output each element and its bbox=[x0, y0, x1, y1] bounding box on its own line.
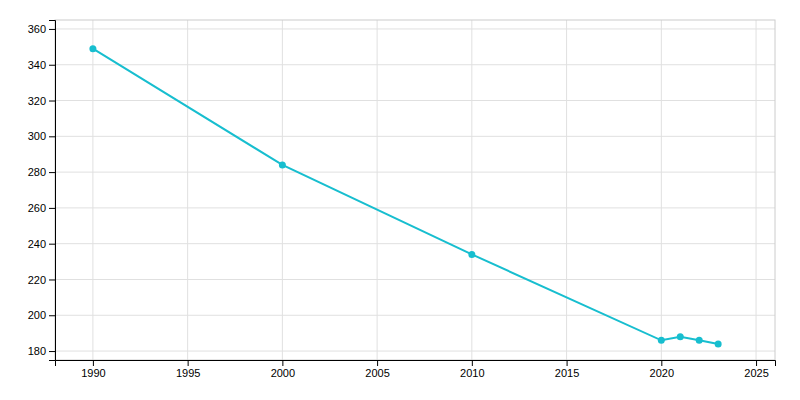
y-axis-tick: 240 bbox=[28, 238, 55, 250]
y-axis-tick: 280 bbox=[28, 166, 55, 178]
x-axis-tick: 2015 bbox=[555, 360, 579, 379]
grid-line-y bbox=[55, 243, 775, 244]
series bbox=[89, 45, 721, 347]
point bbox=[658, 337, 665, 344]
plot-frame bbox=[55, 20, 775, 360]
x-axis-tick: 1995 bbox=[176, 360, 200, 379]
grid-line-x bbox=[187, 20, 188, 360]
grid-line-y bbox=[55, 315, 775, 316]
y-axis-tick-mark bbox=[49, 29, 55, 30]
y-axis-tick-label: 200 bbox=[28, 309, 46, 321]
y-axis-tick-label: 300 bbox=[28, 130, 46, 142]
y-axis-tick-label: 360 bbox=[28, 23, 46, 35]
grid-line-y bbox=[55, 100, 775, 101]
y-axis-tick-label: 220 bbox=[28, 273, 46, 285]
y-axis-tick-mark bbox=[49, 101, 55, 102]
x-axis-tick-mark bbox=[472, 360, 473, 366]
x-axis-tick: 1990 bbox=[81, 360, 105, 379]
grid-line-x bbox=[566, 20, 567, 360]
grid-line-x bbox=[282, 20, 283, 360]
x-axis: 1990 1995 2000 2005 2010 2015 2020 2025 bbox=[56, 360, 776, 379]
y-axis-tick: 300 bbox=[28, 130, 55, 142]
grid bbox=[55, 20, 775, 360]
y-axis-tick-mark bbox=[49, 279, 55, 280]
plot: 1990 1995 2000 2005 2010 2015 2020 2025 180 200 22… bbox=[28, 20, 776, 379]
point bbox=[279, 161, 286, 168]
y-axis-tick-label: 260 bbox=[28, 202, 46, 214]
y-axis-tick: 260 bbox=[28, 202, 55, 214]
grid-line-y bbox=[55, 172, 775, 173]
x-axis-tick-mark bbox=[188, 360, 189, 366]
grid-line-y bbox=[55, 136, 775, 137]
y-axis-tick: 320 bbox=[28, 95, 55, 107]
y-axis-tick-mark bbox=[49, 136, 55, 137]
x-axis-tick-label: 1990 bbox=[81, 367, 105, 379]
x-axis-tick: 2020 bbox=[650, 360, 674, 379]
point bbox=[468, 251, 475, 258]
x-axis-tick-label: 2010 bbox=[460, 367, 484, 379]
x-axis-tick: 2010 bbox=[460, 360, 484, 379]
y-axis-tick: 200 bbox=[28, 309, 55, 321]
x-axis-tick-label: 2025 bbox=[744, 367, 768, 379]
y-axis-tick: 220 bbox=[28, 273, 55, 285]
y-axis-line bbox=[49, 21, 56, 361]
point bbox=[696, 337, 703, 344]
y-axis-tick-label: 280 bbox=[28, 166, 46, 178]
y-axis-tick-mark bbox=[49, 172, 55, 173]
chart-container: 1990 1995 2000 2005 2010 2015 2020 2025 180 200 22… bbox=[0, 0, 800, 400]
x-axis-tick: 2005 bbox=[365, 360, 389, 379]
y-axis-tick-mark bbox=[49, 208, 55, 209]
x-axis-tick-mark bbox=[567, 360, 568, 366]
y-axis-tick: 340 bbox=[28, 59, 55, 71]
x-axis-tick-mark bbox=[377, 360, 378, 366]
x-axis-tick-label: 1995 bbox=[176, 367, 200, 379]
grid-line-x bbox=[661, 20, 662, 360]
grid-line-y bbox=[55, 28, 775, 29]
x-axis-tick-mark bbox=[756, 360, 757, 366]
grid-line-y bbox=[55, 351, 775, 352]
y-axis-tick: 360 bbox=[28, 23, 55, 35]
x-axis-tick-label: 2015 bbox=[555, 367, 579, 379]
y-axis-tick-mark bbox=[49, 351, 55, 352]
grid-line-x bbox=[471, 20, 472, 360]
x-axis-tick-label: 2000 bbox=[271, 367, 295, 379]
point bbox=[715, 340, 722, 347]
grid-line-y bbox=[55, 207, 775, 208]
y-axis: 180 200 220 240 260 280 300 320 340 360 bbox=[28, 21, 56, 361]
x-axis-tick-mark bbox=[93, 360, 94, 366]
y-axis-tick-label: 320 bbox=[28, 95, 46, 107]
line bbox=[93, 49, 718, 344]
point bbox=[677, 333, 684, 340]
x-axis-tick-label: 2020 bbox=[650, 367, 674, 379]
y-axis-tick: 180 bbox=[28, 345, 55, 357]
x-axis-tick-mark bbox=[282, 360, 283, 366]
grid-line-y bbox=[55, 64, 775, 65]
y-axis-tick-label: 240 bbox=[28, 238, 46, 250]
grid-line-y bbox=[55, 279, 775, 280]
point bbox=[89, 45, 96, 52]
y-axis-tick-label: 340 bbox=[28, 59, 46, 71]
chart-svg: 1990 1995 2000 2005 2010 2015 2020 2025 180 200 22… bbox=[0, 0, 800, 400]
grid-line-x bbox=[377, 20, 378, 360]
grid-line-x bbox=[92, 20, 93, 360]
x-axis-tick-mark bbox=[661, 360, 662, 366]
y-axis-tick-mark bbox=[49, 315, 55, 316]
x-axis-tick-label: 2005 bbox=[365, 367, 389, 379]
y-axis-tick-mark bbox=[49, 244, 55, 245]
y-axis-tick-mark bbox=[49, 65, 55, 66]
y-axis-tick-label: 180 bbox=[28, 345, 46, 357]
x-axis-tick: 2025 bbox=[744, 360, 768, 379]
x-axis-line bbox=[56, 361, 776, 367]
grid-line-x bbox=[756, 20, 757, 360]
x-axis-tick: 2000 bbox=[271, 360, 295, 379]
